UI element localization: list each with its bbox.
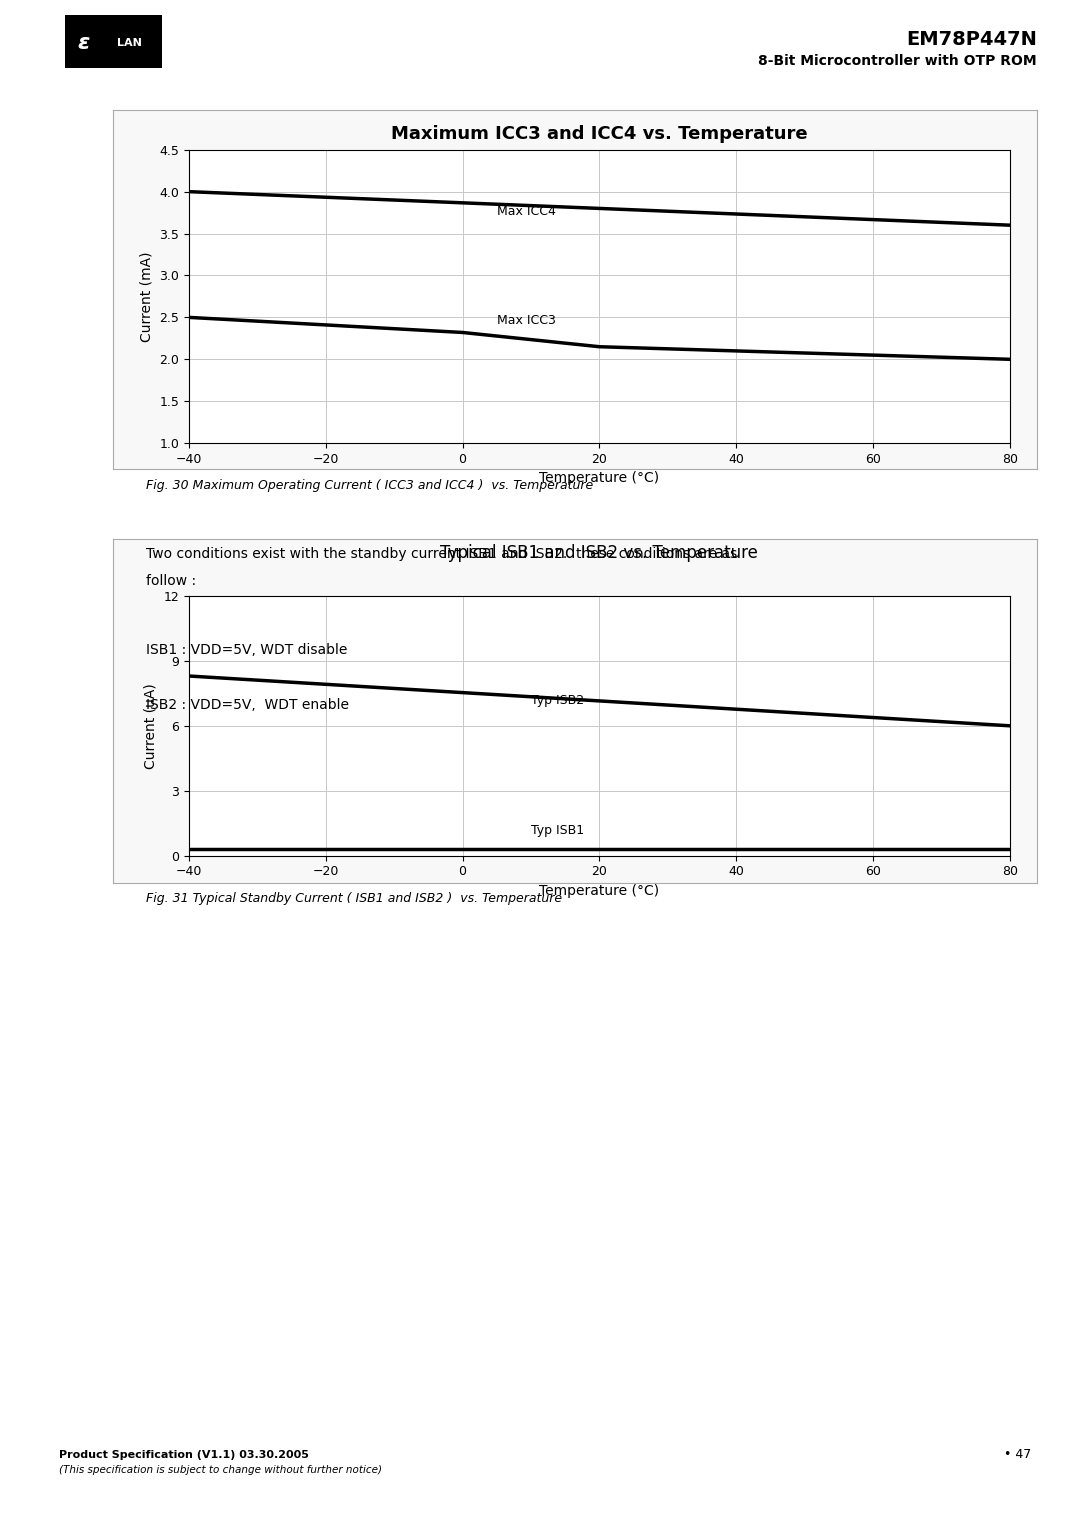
Y-axis label: Current (mA): Current (mA) [139, 251, 153, 342]
Text: Maximum ICC3 and ICC4 vs. Temperature: Maximum ICC3 and ICC4 vs. Temperature [391, 125, 808, 144]
Text: Max ICC3: Max ICC3 [497, 315, 556, 327]
X-axis label: Temperature (°C): Temperature (°C) [539, 472, 660, 486]
Text: Max ICC4: Max ICC4 [497, 205, 556, 219]
Text: Typical ISB1 and ISB2 vs. Temperature: Typical ISB1 and ISB2 vs. Temperature [441, 544, 758, 562]
Text: EM78P447N: EM78P447N [906, 31, 1037, 49]
Text: ISB2 : VDD=5V,  WDT enable: ISB2 : VDD=5V, WDT enable [146, 698, 349, 712]
Y-axis label: Current (uA): Current (uA) [144, 683, 158, 769]
Text: Typ ISB1: Typ ISB1 [531, 824, 584, 837]
X-axis label: Temperature (°C): Temperature (°C) [539, 885, 660, 898]
Text: Typ ISB2: Typ ISB2 [531, 694, 584, 707]
Text: LAN: LAN [117, 38, 143, 47]
Text: Fig. 30 Maximum Operating Current ( ICC3 and ICC4 )  vs. Temperature: Fig. 30 Maximum Operating Current ( ICC3… [146, 478, 593, 492]
Bar [65, 15, 162, 69]
Text: Fig. 31 Typical Standby Current ( ISB1 and ISB2 )  vs. Temperature: Fig. 31 Typical Standby Current ( ISB1 a… [146, 891, 562, 905]
Text: ISB1 : VDD=5V, WDT disable: ISB1 : VDD=5V, WDT disable [146, 643, 347, 657]
Text: follow :: follow : [146, 575, 195, 588]
Text: 8-Bit Microcontroller with OTP ROM: 8-Bit Microcontroller with OTP ROM [758, 53, 1037, 69]
Text: ε: ε [77, 32, 90, 53]
Text: Two conditions exist with the standby current ISB1 and ISB2.  these conditions a: Two conditions exist with the standby cu… [146, 547, 737, 561]
Text: Product Specification (V1.1) 03.30.2005: Product Specification (V1.1) 03.30.2005 [59, 1450, 309, 1459]
Text: • 47: • 47 [1004, 1447, 1031, 1461]
Text: (This specification is subject to change without further notice): (This specification is subject to change… [59, 1465, 382, 1475]
